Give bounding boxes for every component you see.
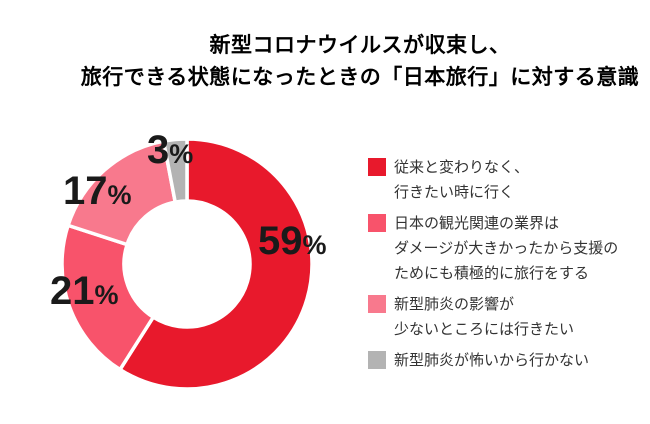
legend-label-2-line-3: ためにも積極的に旅行をする — [394, 265, 590, 282]
donut-slice-2 — [60, 223, 156, 372]
donut-slice-4 — [161, 137, 189, 205]
legend-label-1: 従来と変わりなく、 行きたい時に行く — [394, 155, 529, 205]
legend-swatch-rose — [368, 214, 386, 232]
slice-label-3: 17% — [63, 171, 132, 211]
slice-label-2: 21% — [50, 271, 119, 311]
slice-label-4: 3% — [147, 130, 193, 170]
legend-item-2: 日本の観光関連の業界は ダメージが大きかったから支援の ためにも積極的に旅行をす… — [368, 211, 643, 286]
legend-swatch-red — [368, 158, 386, 176]
slice-value-4: 3 — [147, 128, 170, 172]
percent-sign: % — [107, 180, 132, 210]
legend-label-4: 新型肺炎が怖いから行かない — [394, 348, 589, 373]
legend-swatch-pink — [368, 295, 386, 313]
donut-chart — [60, 137, 314, 391]
slice-value-2: 21 — [50, 269, 95, 313]
legend-label-1-line-1: 従来と変わりなく、 — [394, 159, 530, 176]
legend-label-3: 新型肺炎の影響が 少ないところには行きたい — [394, 292, 574, 342]
legend-item-1: 従来と変わりなく、 行きたい時に行く — [368, 155, 643, 205]
slice-value-1: 59 — [258, 219, 303, 263]
legend-item-4: 新型肺炎が怖いから行かない — [368, 348, 643, 373]
legend-label-4-line-1: 新型肺炎が怖いから行かない — [394, 352, 590, 369]
legend-item-3: 新型肺炎の影響が 少ないところには行きたい — [368, 292, 643, 342]
slice-label-1: 59% — [258, 221, 327, 261]
donut-slice-1 — [117, 137, 314, 391]
legend-label-3-line-2: 少ないところには行きたい — [394, 321, 575, 338]
slice-value-3: 17 — [63, 169, 108, 213]
legend-label-3-line-1: 新型肺炎の影響が — [394, 296, 515, 313]
percent-sign: % — [94, 280, 119, 310]
chart-title-line-2: 旅行できる状態になったときの「日本旅行」に対する意識 — [80, 66, 640, 89]
percent-sign: % — [302, 230, 327, 260]
legend-swatch-gray — [368, 351, 386, 369]
legend-label-2: 日本の観光関連の業界は ダメージが大きかったから支援の ためにも積極的に旅行をす… — [394, 211, 618, 286]
chart-legend: 従来と変わりなく、 行きたい時に行く 日本の観光関連の業界は ダメージが大きかっ… — [368, 155, 643, 379]
legend-label-2-line-2: ダメージが大きかったから支援の — [394, 240, 619, 257]
chart-title-line-1: 新型コロナウイルスが収束し、 — [209, 34, 511, 57]
percent-sign: % — [169, 139, 194, 169]
chart-title: 新型コロナウイルスが収束し、 旅行できる状態になったときの「日本旅行」に対する意… — [70, 30, 650, 94]
legend-label-1-line-2: 行きたい時に行く — [394, 184, 515, 201]
legend-label-2-line-1: 日本の観光関連の業界は — [394, 215, 560, 232]
